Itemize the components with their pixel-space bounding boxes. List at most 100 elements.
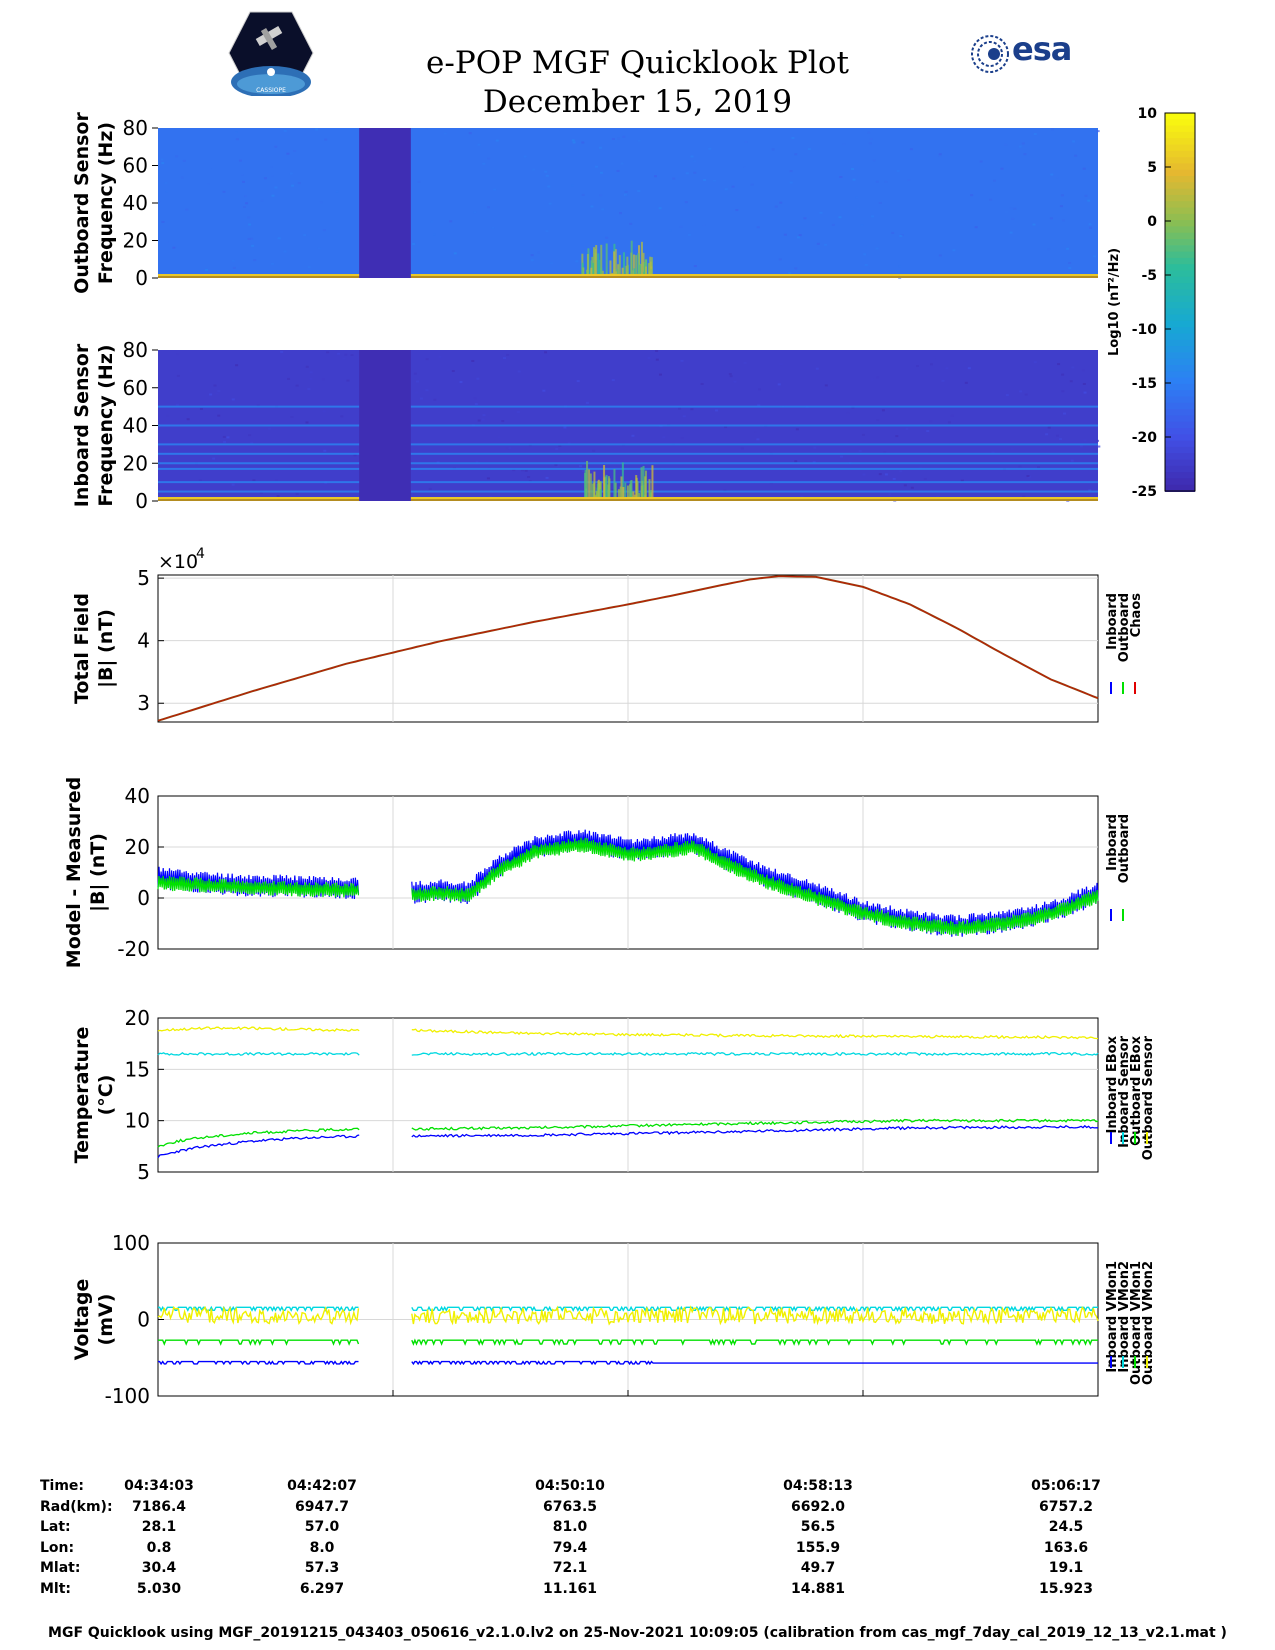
spectrogram-noise-pixel — [658, 373, 662, 376]
burst-streak — [608, 478, 611, 497]
spectrogram-noise-pixel — [754, 430, 758, 433]
colorbar-segment — [1165, 276, 1195, 285]
colorbar-segment — [1165, 434, 1195, 442]
spectrogram-noise-pixel — [237, 152, 241, 155]
colorbar-segment — [1165, 169, 1195, 177]
spectrogram-noise-pixel — [858, 449, 862, 452]
spectrogram-noise-pixel — [846, 411, 850, 414]
spectrogram-noise-pixel — [321, 378, 325, 381]
info-cell: 6763.5 — [542, 1498, 598, 1515]
spectrogram-noise-pixel — [572, 141, 576, 144]
spectrogram-noise-pixel — [319, 201, 323, 204]
spectrogram-noise-pixel — [274, 479, 278, 482]
colorbar-segment — [1165, 232, 1195, 240]
spectrogram-noise-pixel — [731, 185, 735, 188]
line-panel-total-field: 3 4 5 Total Field |B| (nT) InboardOutboardCha… — [71, 546, 1144, 723]
spectrogram-noise-pixel — [1055, 434, 1059, 437]
info-cell: 72.1 — [552, 1560, 588, 1577]
colorbar-segment — [1165, 163, 1195, 171]
colorbar-segment — [1165, 226, 1195, 234]
burst-streak — [604, 476, 607, 497]
burst-streak — [590, 267, 593, 274]
spectrogram-noise-pixel — [812, 461, 816, 464]
plot-title: e-POP MGF Quicklook Plot — [426, 45, 849, 81]
spectrogram-noise-pixel — [947, 271, 951, 274]
spectrogram-noise-pixel — [1059, 438, 1063, 441]
spectrogram-noise-pixel — [824, 384, 828, 387]
spectrogram-noise-pixel — [486, 206, 490, 209]
spectrogram-noise-pixel — [860, 224, 864, 227]
colorbar-segment — [1165, 157, 1195, 165]
spectrogram-noise-pixel — [794, 267, 798, 270]
spectrogram-noise-pixel — [852, 178, 856, 181]
esa-logo — [971, 35, 1009, 73]
series-line-chaos-overlay — [157, 575, 1099, 722]
spectrogram-noise-pixel — [506, 353, 510, 356]
spectrogram-noise-pixel — [876, 419, 880, 422]
spectrogram-noise-pixel — [895, 435, 899, 438]
spectrogram-noise-pixel — [222, 435, 226, 438]
spectrogram-noise-pixel — [527, 476, 531, 479]
colorbar-segment — [1165, 220, 1195, 228]
info-cell: 7186.4 — [131, 1498, 187, 1515]
spectrogram-noise-pixel — [960, 495, 964, 498]
spectrogram-noise-pixel — [353, 454, 357, 457]
spectrogram-noise-pixel — [791, 136, 795, 139]
colorbar-segment — [1165, 396, 1195, 404]
y-tick-label: 60 — [123, 154, 148, 178]
burst-streak — [633, 268, 636, 274]
spectrogram-noise-pixel — [477, 419, 481, 422]
spectrogram-noise-pixel — [605, 236, 609, 239]
spectrogram-noise-pixel — [803, 217, 807, 220]
spectrogram-noise-pixel — [876, 376, 880, 379]
spectrogram-noise-pixel — [869, 138, 873, 141]
spectrogram-noise-pixel — [449, 220, 453, 223]
spectrogram-noise-pixel — [724, 426, 728, 429]
burst-streak — [625, 265, 628, 274]
spectrogram-noise-pixel — [883, 451, 887, 454]
spectrogram-noise-pixel — [744, 140, 748, 143]
spectrogram-noise-pixel — [788, 272, 792, 275]
info-cell: 15.923 — [1038, 1580, 1094, 1597]
y-tick-label: 40 — [125, 784, 150, 808]
colorbar-tick-label: 5 — [1147, 160, 1157, 176]
spectrogram-noise-pixel — [544, 170, 548, 173]
spectrogram-noise-pixel — [1018, 145, 1022, 148]
spectrogram-noise-pixel — [520, 469, 524, 472]
info-row-label: Rad(km): — [40, 1498, 113, 1515]
spectrogram-noise-pixel — [599, 171, 603, 174]
colorbar-segment — [1165, 383, 1195, 392]
spectrogram-noise-pixel — [340, 415, 344, 418]
spectrogram-noise-pixel — [1045, 433, 1049, 436]
colorbar-segment — [1165, 113, 1195, 121]
spectrogram-noise-pixel — [293, 150, 297, 153]
spectrogram-noise-pixel — [425, 358, 429, 361]
spectrogram-noise-pixel — [346, 379, 350, 382]
spectrogram-noise-pixel — [253, 259, 257, 262]
spectrogram-noise-pixel — [875, 247, 879, 250]
spectrogram-noise-pixel — [1093, 492, 1097, 495]
y-axis-label: Frequency (Hz) — [95, 344, 117, 506]
burst-streak — [614, 249, 617, 274]
spectrogram-noise-pixel — [166, 414, 170, 417]
spectrogram-noise-pixel — [855, 196, 859, 199]
spectrogram-noise-pixel — [774, 205, 778, 208]
info-cell: 81.0 — [552, 1519, 588, 1536]
colorbar-tick-label: -10 — [1132, 322, 1158, 338]
spectrogram-noise-pixel — [175, 403, 179, 406]
info-cell: 04:34:03 — [124, 1478, 194, 1495]
spectrogram-noise-pixel — [503, 357, 507, 360]
spectrogram-noise-pixel — [232, 266, 236, 269]
colorbar-segment — [1165, 131, 1195, 140]
spectrogram-noise-pixel — [215, 392, 219, 395]
burst-streak — [649, 256, 652, 274]
low-frequency-edge — [158, 499, 1098, 501]
spectrogram-noise-pixel — [234, 131, 238, 134]
colorbar-segment — [1165, 371, 1195, 379]
colorbar-segment — [1165, 251, 1195, 259]
colorbar-segment — [1165, 245, 1195, 253]
spectrogram-noise-pixel — [516, 411, 520, 414]
legend-label: Outboard — [1117, 814, 1132, 883]
spectrogram-noise-pixel — [1009, 231, 1013, 234]
colorbar-segment — [1165, 308, 1195, 316]
